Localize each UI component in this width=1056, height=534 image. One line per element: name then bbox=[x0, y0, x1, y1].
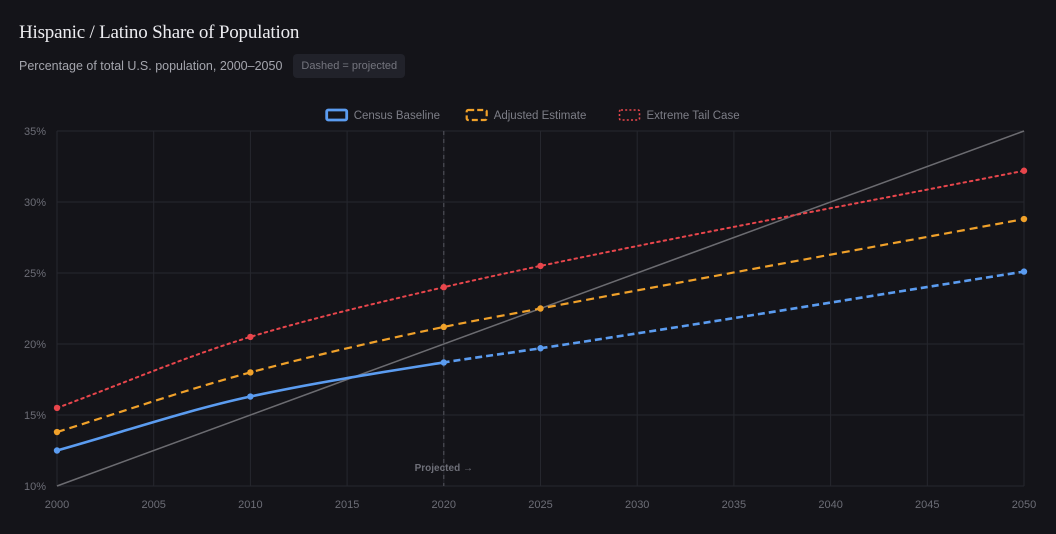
x-tick-label: 2045 bbox=[915, 499, 939, 511]
x-tick-label: 2025 bbox=[528, 499, 552, 511]
series-line-adjusted-estimate bbox=[56, 217, 1025, 434]
data-point bbox=[1020, 268, 1028, 275]
annotation-layer: Projected → bbox=[415, 131, 473, 486]
data-point bbox=[1020, 215, 1028, 223]
data-point bbox=[440, 323, 447, 331]
data-point bbox=[247, 333, 254, 341]
data-point bbox=[53, 404, 61, 412]
y-tick-label: 20% bbox=[24, 339, 46, 351]
y-tick-label: 10% bbox=[24, 481, 46, 493]
x-tick-label: 2005 bbox=[141, 499, 165, 511]
x-tick-label: 2020 bbox=[432, 499, 456, 511]
x-tick-label: 2030 bbox=[625, 499, 649, 511]
series-line-census-baseline-projected bbox=[443, 270, 1025, 364]
legend-swatch bbox=[465, 108, 488, 122]
data-point bbox=[537, 305, 544, 312]
x-tick-label: 2035 bbox=[722, 499, 746, 511]
legend-item: Extreme Tail Case bbox=[618, 109, 740, 122]
legend-item: Census Baseline bbox=[325, 108, 440, 122]
data-point bbox=[247, 369, 254, 376]
data-point bbox=[1020, 167, 1028, 174]
data-point bbox=[440, 359, 447, 366]
chart-subtitle: Percentage of total U.S. population, 200… bbox=[19, 59, 283, 73]
subtitle-row: Percentage of total U.S. population, 200… bbox=[19, 54, 406, 78]
legend-swatch bbox=[325, 108, 349, 122]
y-tick-label: 35% bbox=[24, 126, 46, 138]
points-layer bbox=[53, 167, 1028, 454]
series-line-extreme-tail-case bbox=[56, 169, 1025, 409]
legend-label: Extreme Tail Case bbox=[647, 110, 740, 122]
chart-legend: Census Baseline Adjusted Estimate Extreme … bbox=[325, 108, 740, 122]
series-line-census-baseline bbox=[55, 361, 444, 452]
series-layer bbox=[55, 169, 1025, 452]
data-point bbox=[440, 284, 447, 291]
legend-label: Adjusted Estimate bbox=[494, 110, 587, 122]
data-point bbox=[53, 447, 61, 454]
axis-layer: 10% 15% 20% 25% 30% 35% 2000 2005 2010 2015 2020 20… bbox=[24, 126, 1036, 511]
x-tick-label: 2000 bbox=[45, 499, 69, 511]
chart-title: Hispanic / Latino Share of Population bbox=[19, 22, 300, 43]
x-tick-label: 2015 bbox=[335, 499, 359, 511]
data-point bbox=[537, 345, 544, 352]
legend-item: Adjusted Estimate bbox=[465, 108, 587, 122]
legend-label: Census Baseline bbox=[354, 110, 440, 122]
data-point bbox=[537, 262, 544, 270]
data-point bbox=[247, 393, 254, 400]
legend-swatch bbox=[618, 109, 641, 121]
x-tick-label: 2040 bbox=[818, 499, 842, 511]
projection-annotation: Projected → bbox=[415, 463, 473, 474]
y-tick-label: 15% bbox=[24, 410, 46, 422]
y-tick-label: 25% bbox=[24, 268, 46, 280]
y-tick-label: 30% bbox=[24, 197, 46, 209]
projection-badge: Dashed = projected bbox=[293, 54, 406, 78]
data-point bbox=[53, 428, 61, 436]
x-tick-label: 2010 bbox=[238, 499, 262, 511]
x-tick-label: 2050 bbox=[1012, 499, 1036, 511]
